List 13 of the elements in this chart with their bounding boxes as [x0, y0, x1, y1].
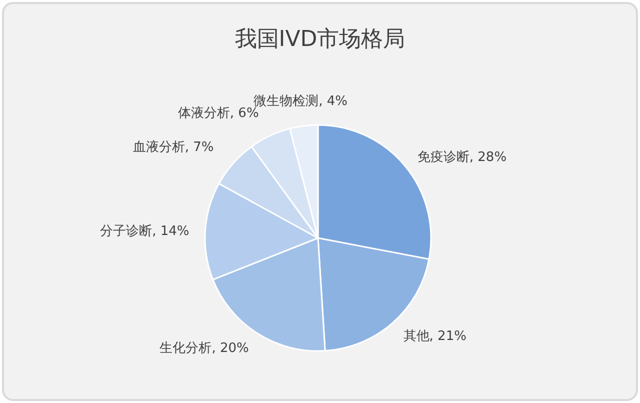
slice-label: 生化分析 [160, 340, 212, 356]
slice-label: 其他 [403, 328, 430, 344]
data-label: , 28% [469, 150, 507, 165]
slice-label: 分子诊断 [100, 224, 152, 239]
data-label: , 14% [152, 224, 190, 239]
slice-label: 血液分析 [132, 140, 185, 156]
chart-title: 我国IVD市场格局 [234, 27, 406, 52]
slice-label: 体液分析 [178, 106, 230, 122]
slice-label: 免疫诊断 [417, 150, 470, 165]
data-label: , 21% [429, 328, 466, 344]
data-label: , 4% [318, 94, 348, 110]
data-label: , 20% [212, 340, 249, 356]
data-label: , 7% [184, 140, 214, 156]
